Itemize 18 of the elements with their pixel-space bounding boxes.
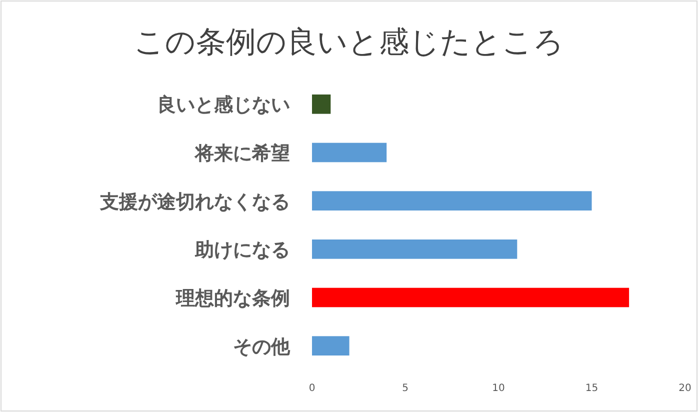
y-tick-label: 助けになる [194,239,290,262]
bar [312,142,387,162]
bar [312,94,331,114]
bar [312,336,350,356]
chart-title: この条例の良いと感じたところ [134,25,564,60]
y-tick-label: 支援が途切れなくなる [99,190,290,213]
x-tick-label: 20 [678,383,692,394]
y-tick-label: その他 [233,336,291,358]
x-tick-label: 0 [308,383,316,394]
y-tick-label: 将来に希望 [194,142,290,164]
x-tick-label: 5 [402,383,408,394]
bar [312,240,518,259]
bar [312,191,592,210]
y-tick-label: 良いと感じない [157,94,290,116]
x-tick-label: 10 [492,383,505,394]
x-tick-label: 15 [585,383,598,394]
bar [312,288,630,308]
y-tick-label: 理想的な条例 [175,288,290,310]
